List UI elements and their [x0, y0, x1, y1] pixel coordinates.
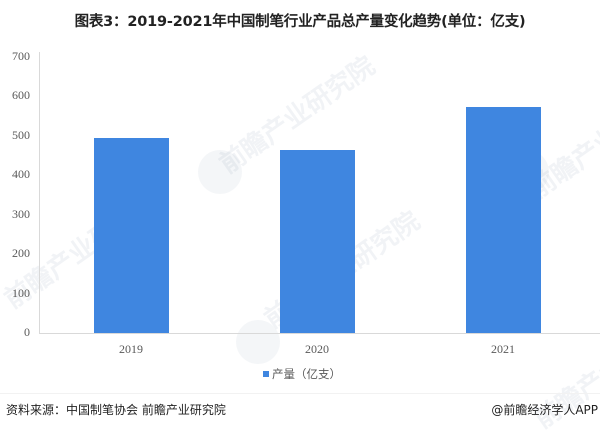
bar-2021: [465, 107, 541, 333]
source-note: 资料来源：中国制笔协会 前瞻产业研究院: [6, 403, 226, 417]
y-tick-label: 500: [12, 127, 30, 142]
legend: 产量（亿支）: [263, 366, 341, 382]
y-tick-label: 600: [12, 88, 30, 103]
y-axis-line: [39, 52, 40, 334]
footer-divider: [0, 393, 600, 394]
x-tick-label: 2020: [305, 342, 329, 356]
y-tick-label: 200: [12, 246, 30, 261]
y-tick-label: 700: [12, 49, 30, 63]
x-tick-label: 2019: [119, 342, 143, 356]
y-tick-label: 0: [24, 325, 30, 339]
chart-title: 图表3：2019-2021年中国制笔行业产品总产量变化趋势(单位：亿支): [74, 14, 526, 30]
y-tick-label: 300: [12, 206, 30, 221]
x-axis-line: [39, 333, 600, 334]
legend-label: 产量（亿支）: [272, 367, 341, 381]
credit-note: @前瞻经济学人APP: [491, 403, 598, 417]
x-tick-label: 2021: [491, 342, 515, 356]
watermark-logo-icon: [236, 320, 280, 364]
watermark-logo-icon: [198, 150, 242, 194]
y-tick-label: 100: [12, 285, 30, 300]
legend-swatch-icon: [263, 371, 269, 377]
bar-2020: [279, 150, 355, 333]
bar-2019: [93, 137, 169, 333]
y-tick-label: 400: [12, 167, 30, 182]
